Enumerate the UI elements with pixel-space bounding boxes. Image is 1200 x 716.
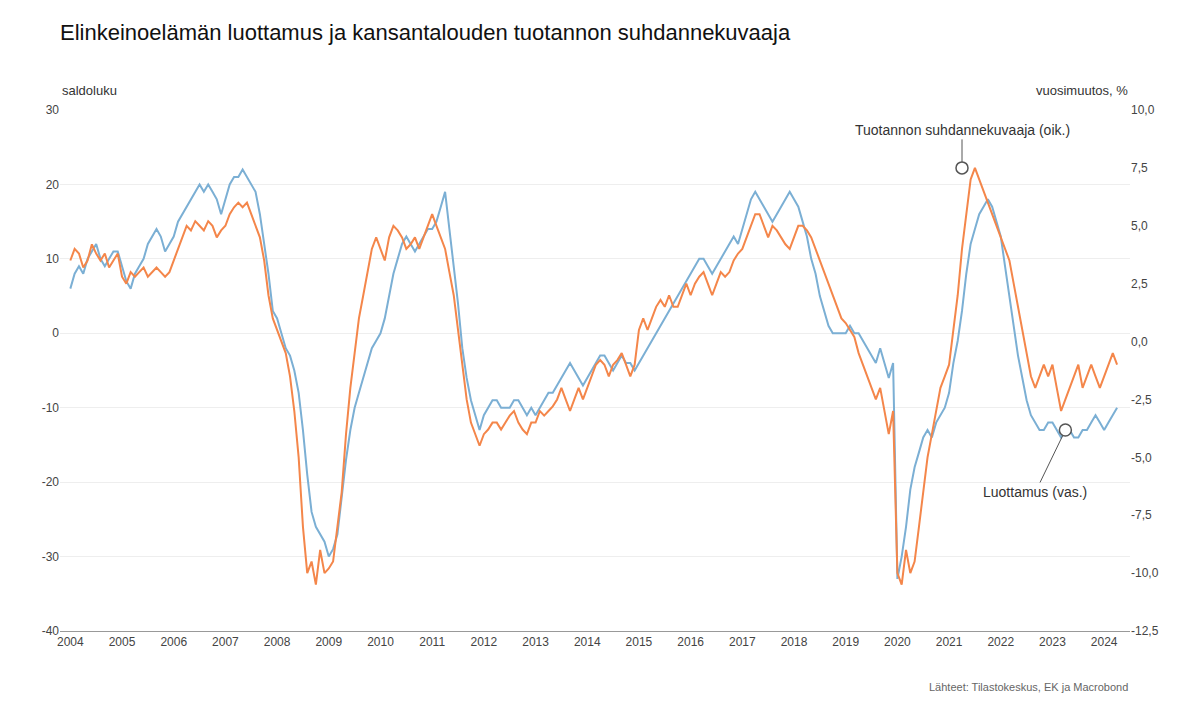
svg-text:0: 0 [52,326,59,340]
svg-text:20: 20 [46,178,60,192]
svg-text:Tuotannon suhdannekuvaaja (oik: Tuotannon suhdannekuvaaja (oik.) [855,122,1070,138]
svg-text:2020: 2020 [884,635,911,649]
svg-text:-30: -30 [42,550,60,564]
svg-text:-2,5: -2,5 [1131,393,1152,407]
svg-text:2004: 2004 [57,635,84,649]
svg-text:2021: 2021 [936,635,963,649]
svg-text:2017: 2017 [729,635,756,649]
svg-text:2008: 2008 [264,635,291,649]
svg-text:-7,5: -7,5 [1131,508,1152,522]
svg-text:7,5: 7,5 [1131,161,1148,175]
svg-text:-5,0: -5,0 [1131,451,1152,465]
svg-text:5,0: 5,0 [1131,219,1148,233]
svg-text:2014: 2014 [574,635,601,649]
svg-text:0,0: 0,0 [1131,335,1148,349]
svg-text:2023: 2023 [1039,635,1066,649]
svg-text:2009: 2009 [315,635,342,649]
svg-text:2022: 2022 [987,635,1014,649]
svg-text:10,0: 10,0 [1131,103,1155,117]
svg-text:-12,5: -12,5 [1131,624,1159,638]
svg-text:2011: 2011 [419,635,445,649]
svg-text:2013: 2013 [522,635,549,649]
svg-text:saldoluku: saldoluku [62,83,117,98]
svg-text:vuosimuutos, %: vuosimuutos, % [1036,83,1128,98]
svg-text:2007: 2007 [212,635,239,649]
svg-text:2016: 2016 [677,635,704,649]
svg-text:2010: 2010 [367,635,394,649]
svg-text:-20: -20 [42,475,60,489]
svg-text:2005: 2005 [109,635,136,649]
svg-text:2006: 2006 [160,635,187,649]
svg-text:-40: -40 [42,624,60,638]
svg-text:Elinkeinoelämän luottamus ja k: Elinkeinoelämän luottamus ja kansantalou… [60,20,791,45]
svg-text:2024: 2024 [1091,635,1118,649]
svg-text:-10,0: -10,0 [1131,566,1159,580]
svg-text:10: 10 [46,252,60,266]
svg-text:Luottamus (vas.): Luottamus (vas.) [983,484,1087,500]
svg-text:2019: 2019 [832,635,859,649]
svg-text:2015: 2015 [626,635,653,649]
svg-text:Lähteet: Tilastokeskus, EK ja: Lähteet: Tilastokeskus, EK ja Macrobond [929,681,1128,693]
svg-text:2018: 2018 [781,635,808,649]
svg-text:-10: -10 [42,401,60,415]
svg-text:30: 30 [46,103,60,117]
svg-text:2012: 2012 [471,635,498,649]
svg-text:2,5: 2,5 [1131,277,1148,291]
